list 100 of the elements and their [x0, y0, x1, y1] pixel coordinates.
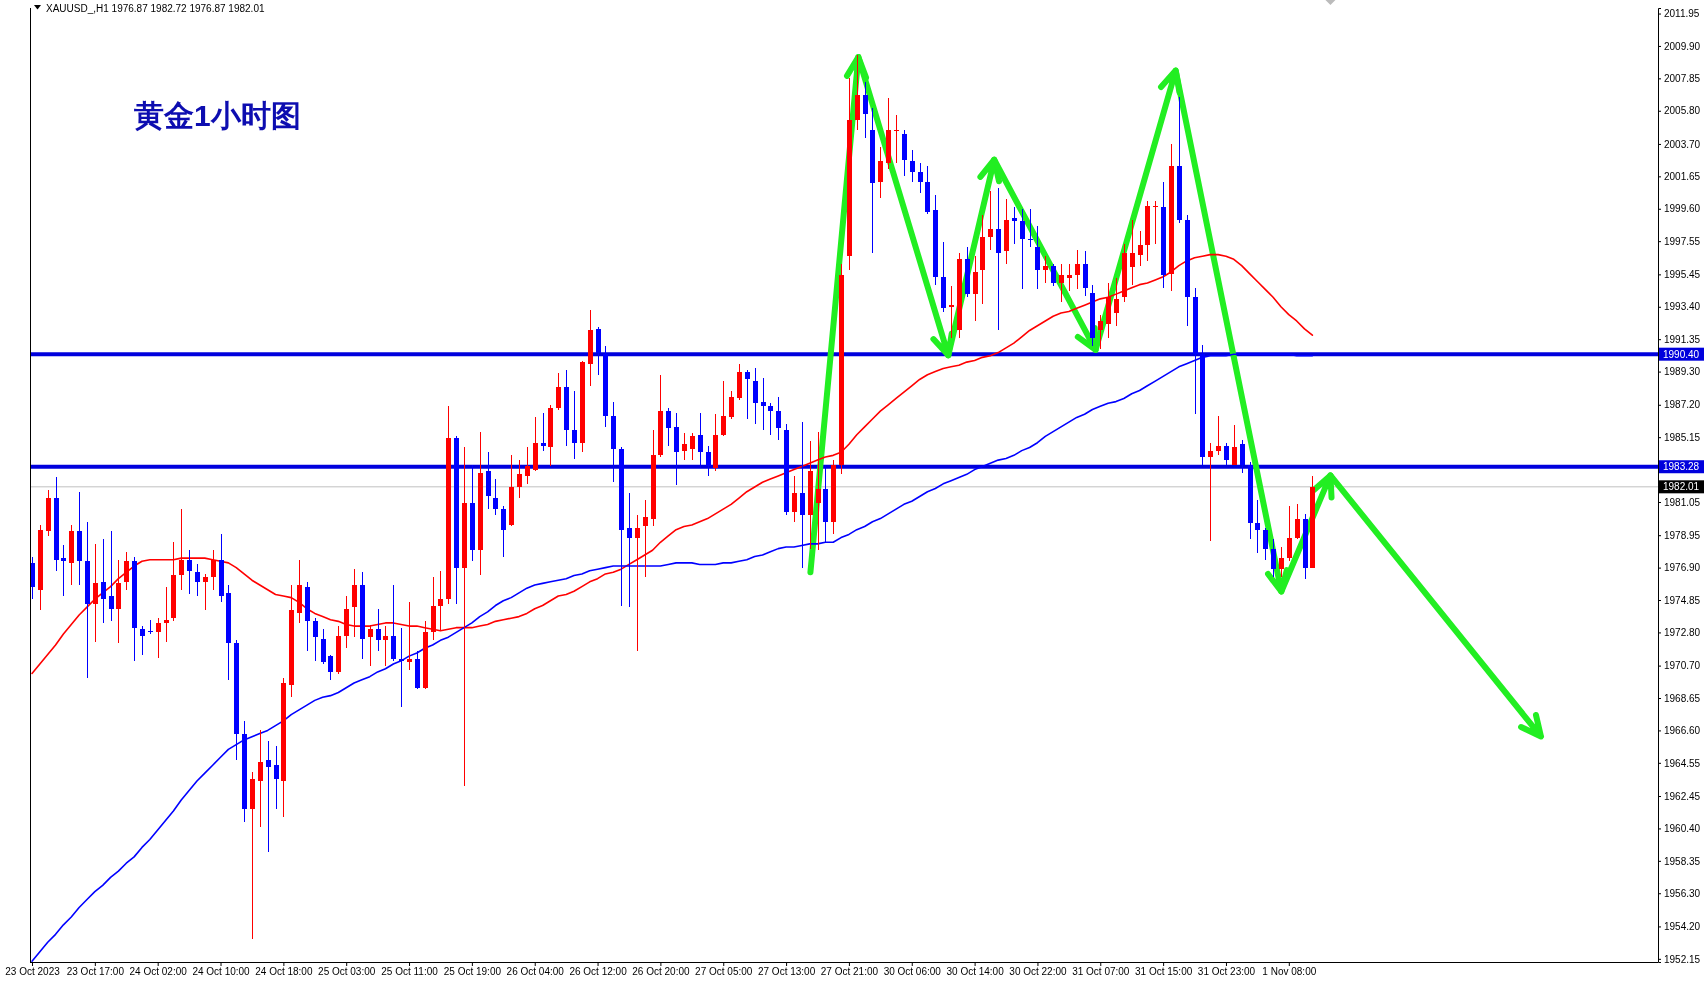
y-tick-label: 1964.55	[1664, 757, 1701, 769]
x-tick-label: 1 Nov 08:00	[1262, 966, 1317, 978]
candlestick	[1255, 499, 1260, 554]
candlestick	[863, 81, 868, 139]
y-tick-label: 1972.80	[1664, 627, 1701, 639]
candlestick	[1208, 442, 1213, 542]
ref-line-label: 1983.28	[1663, 461, 1700, 473]
candlestick	[816, 431, 821, 551]
x-tick-label: 25 Oct 11:00	[381, 966, 439, 978]
candlestick	[973, 255, 978, 322]
candlestick	[226, 584, 231, 681]
annotation: XAUUSD_,H1 1976.87 1982.72 1976.87 1982.01	[46, 3, 265, 14]
candlestick	[1020, 208, 1025, 290]
candlestick	[682, 432, 687, 461]
x-tick-label: 26 Oct 20:00	[632, 966, 690, 978]
candlestick	[580, 360, 585, 453]
candlestick	[745, 369, 750, 420]
candlestick	[564, 369, 569, 447]
candlestick	[808, 440, 813, 550]
candlestick	[517, 459, 522, 499]
candlestick	[124, 551, 129, 591]
ref-line-label: 1990.40	[1663, 348, 1700, 360]
candlestick	[501, 505, 506, 558]
candlestick	[360, 571, 365, 660]
candlestick	[674, 412, 679, 486]
candlestick	[1035, 225, 1040, 290]
candlestick	[305, 581, 310, 652]
candlestick	[85, 521, 90, 679]
candlestick	[148, 619, 153, 635]
y-tick-label: 2003.70	[1664, 138, 1701, 150]
candlestick	[328, 654, 333, 681]
candlestick	[839, 263, 844, 475]
candlestick	[1075, 249, 1080, 290]
candlestick	[902, 129, 907, 177]
candlestick	[1295, 503, 1300, 540]
candlestick	[1153, 200, 1158, 245]
candlestick	[651, 429, 656, 527]
x-tick-label: 23 Oct 2023	[5, 966, 61, 978]
candlestick	[1098, 314, 1103, 350]
candlestick	[965, 246, 970, 298]
candlestick	[1145, 200, 1150, 262]
y-tick-label: 1989.30	[1664, 366, 1701, 378]
x-tick-label: 24 Oct 18:00	[255, 966, 313, 978]
text: 黄金1小时图	[134, 99, 301, 132]
candlestick	[77, 491, 82, 586]
candlestick	[603, 345, 608, 428]
ref-line-label: 1982.01	[1663, 481, 1700, 493]
candlestick	[643, 499, 648, 578]
candlestick	[1083, 250, 1088, 297]
candlestick	[1232, 424, 1237, 466]
y-tick-label: 2001.65	[1664, 171, 1701, 183]
candlestick	[713, 413, 718, 472]
candlestick	[179, 508, 184, 591]
y-tick-label: 1985.15	[1664, 431, 1701, 443]
candlestick	[93, 543, 98, 643]
candlestick	[171, 541, 176, 622]
candlestick	[1130, 219, 1135, 286]
candlestick	[533, 416, 538, 472]
y-tick-label: 1968.65	[1664, 692, 1701, 704]
y-tick-label: 2005.80	[1664, 105, 1701, 117]
candlestick	[438, 570, 443, 632]
candlestick	[847, 77, 852, 271]
candlestick	[768, 402, 773, 436]
y-tick-label: 1981.05	[1664, 496, 1701, 508]
x-tick-label: 31 Oct 15:00	[1134, 966, 1193, 978]
candlestick	[391, 584, 396, 662]
candlestick	[1263, 527, 1268, 561]
candlestick	[1177, 96, 1182, 224]
candlestick	[737, 363, 742, 401]
candlestick	[698, 412, 703, 469]
candlestick	[1028, 208, 1033, 248]
candlestick	[61, 544, 66, 597]
candlestick	[399, 627, 404, 708]
x-tick-label: 24 Oct 10:00	[192, 966, 251, 978]
candlestick	[1138, 230, 1143, 267]
candlestick	[140, 625, 145, 656]
y-tick-label: 1966.60	[1664, 725, 1701, 737]
candlestick	[1106, 282, 1111, 339]
candlestick	[211, 549, 216, 591]
candlestick	[1310, 475, 1315, 569]
candlestick	[250, 771, 255, 940]
candlestick	[116, 559, 121, 644]
candlestick	[1114, 277, 1119, 327]
candlestick	[525, 446, 530, 485]
candlestick	[894, 114, 899, 164]
candlestick	[258, 729, 263, 828]
x-tick-label: 30 Oct 14:00	[946, 966, 1005, 978]
candlestick	[925, 165, 930, 215]
candlestick	[541, 412, 546, 452]
x-tick-label: 25 Oct 19:00	[443, 966, 502, 978]
candlestick	[831, 459, 836, 535]
y-tick-label: 1978.95	[1664, 529, 1701, 541]
candlestick	[619, 446, 624, 607]
candlestick	[729, 390, 734, 420]
candlestick	[855, 54, 860, 131]
candlestick	[1051, 263, 1056, 287]
candlestick	[383, 625, 388, 667]
candlestick	[690, 432, 695, 461]
candlestick	[611, 401, 616, 483]
y-tick-label: 1999.60	[1664, 203, 1701, 215]
